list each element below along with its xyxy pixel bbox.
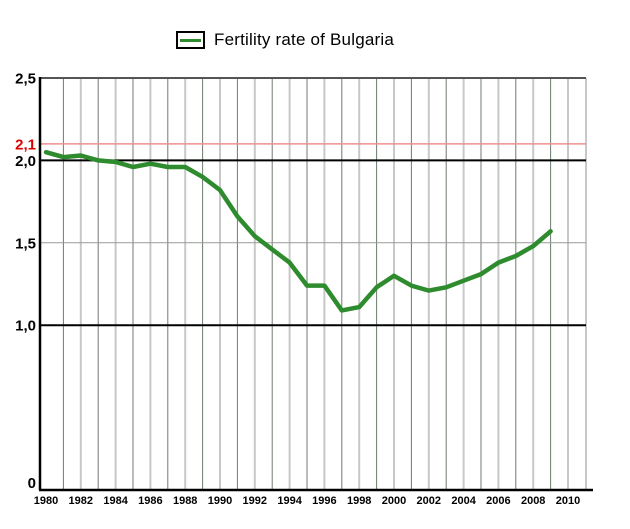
x-tick-1986: 1986 [138, 495, 162, 507]
x-tick-1988: 1988 [173, 495, 197, 507]
chart-legend: Fertility rate of Bulgaria [176, 30, 394, 50]
y-tick-2,0: 2,0 [15, 153, 36, 170]
x-tick-1980: 1980 [34, 495, 58, 507]
y-tick-2,5: 2,5 [15, 71, 36, 88]
x-tick-1996: 1996 [312, 495, 336, 507]
x-tick-1994: 1994 [277, 495, 302, 507]
x-tick-2010: 2010 [556, 495, 580, 507]
legend-line-marker [176, 31, 205, 49]
y-tick-2,1: 2,1 [15, 136, 36, 153]
y-tick-1,5: 1,5 [15, 235, 36, 252]
x-tick-2006: 2006 [486, 495, 510, 507]
y-tick-1,0: 1,0 [15, 318, 36, 335]
x-tick-1998: 1998 [347, 495, 371, 507]
x-tick-1984: 1984 [103, 495, 128, 507]
legend-line-icon [180, 38, 201, 42]
legend-label: Fertility rate of Bulgaria [214, 30, 394, 49]
x-tick-2008: 2008 [521, 495, 545, 507]
x-tick-1982: 1982 [69, 495, 93, 507]
x-tick-2004: 2004 [451, 495, 476, 507]
x-tick-2000: 2000 [382, 495, 406, 507]
x-tick-1992: 1992 [243, 495, 267, 507]
fertility-rate-line [43, 149, 553, 313]
x-tick-1990: 1990 [208, 495, 232, 507]
x-tick-2002: 2002 [417, 495, 441, 507]
y-tick-0: 0 [28, 475, 36, 492]
